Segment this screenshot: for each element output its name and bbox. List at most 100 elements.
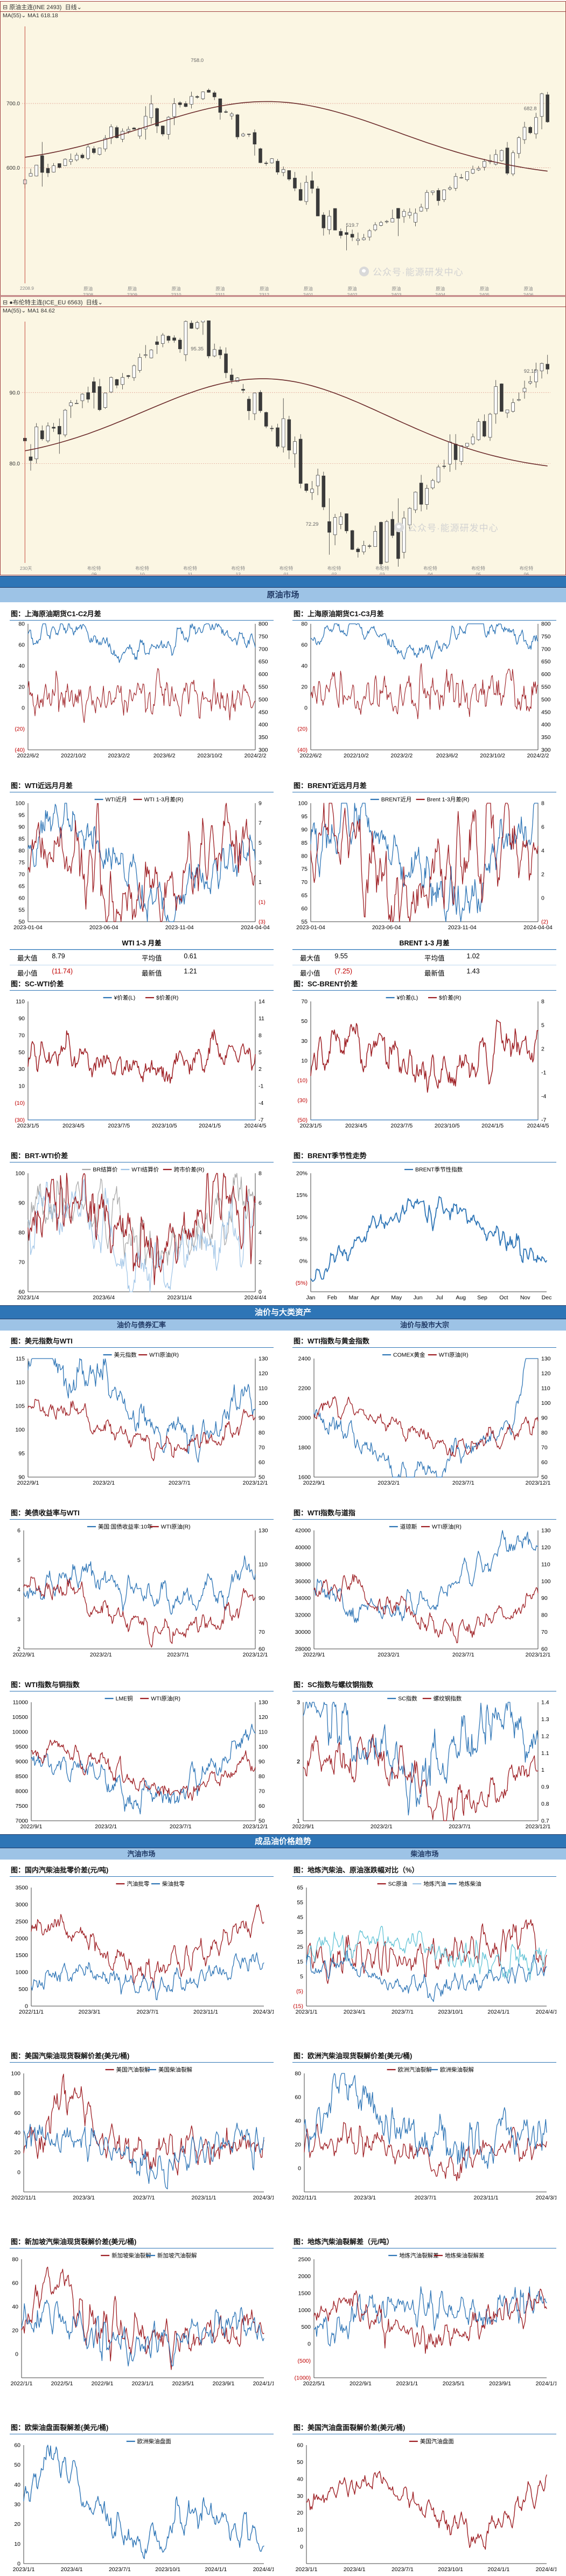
svg-text:70: 70	[258, 1629, 265, 1635]
svg-text:20: 20	[297, 2510, 303, 2516]
svg-text:80: 80	[14, 2090, 20, 2097]
svg-text:34000: 34000	[295, 1595, 311, 1602]
svg-text:2023/1/5: 2023/1/5	[17, 1123, 39, 1129]
svg-text:30: 30	[297, 2493, 303, 2500]
svg-text:15: 15	[297, 1959, 303, 1965]
svg-text:100: 100	[11, 2071, 20, 2077]
svg-text:50: 50	[301, 1018, 308, 1025]
svg-text:2023/2/2: 2023/2/2	[390, 753, 413, 759]
svg-text:美国汽油裂解: 美国汽油裂解	[116, 2066, 150, 2073]
svg-text:LME铜: LME铜	[116, 1696, 133, 1702]
svg-text:10000: 10000	[12, 1729, 28, 1736]
svg-text:0: 0	[22, 705, 25, 712]
svg-text:2023-06-04: 2023-06-04	[372, 924, 401, 931]
svg-text:2023-01-04: 2023-01-04	[296, 924, 325, 931]
svg-text:600: 600	[258, 671, 268, 678]
svg-text:BRENT近月: BRENT近月	[381, 796, 412, 803]
svg-text:8: 8	[541, 800, 544, 807]
svg-text:美元指数: 美元指数	[114, 1352, 137, 1359]
svg-text:120: 120	[541, 1544, 551, 1551]
svg-text:20: 20	[14, 2149, 20, 2156]
svg-text:95: 95	[18, 1451, 25, 1457]
svg-text:新加坡柴油裂解: 新加坡柴油裂解	[111, 2252, 151, 2259]
svg-text:800: 800	[258, 621, 268, 628]
svg-text:5: 5	[258, 1049, 262, 1056]
svg-text:2023/1/5: 2023/1/5	[300, 1123, 322, 1129]
svg-text:2200: 2200	[298, 1386, 311, 1392]
svg-text:55: 55	[297, 1899, 303, 1906]
svg-text:2023/10/5: 2023/10/5	[152, 1123, 177, 1129]
svg-text:0: 0	[17, 2169, 20, 2176]
svg-text:2023/11/4: 2023/11/4	[167, 1294, 192, 1301]
svg-text:105: 105	[15, 1403, 25, 1410]
svg-text:92.18: 92.18	[524, 368, 537, 374]
svg-text:0: 0	[308, 2341, 311, 2348]
svg-text:350: 350	[258, 734, 268, 741]
svg-text:2023/7/1: 2023/7/1	[170, 1823, 192, 1830]
svg-text:1000: 1000	[16, 1969, 29, 1976]
svg-text:(20): (20)	[15, 726, 25, 733]
svg-text:汽油批零: 汽油批零	[127, 1881, 149, 1888]
svg-text:682.8: 682.8	[524, 106, 537, 112]
svg-text:¥价差(L): ¥价差(L)	[396, 994, 418, 1001]
svg-text:10: 10	[14, 2541, 20, 2547]
svg-text:2023/1/1: 2023/1/1	[296, 2566, 318, 2573]
svg-text:50: 50	[297, 2459, 303, 2466]
svg-text:500: 500	[258, 697, 268, 703]
svg-text:1.2: 1.2	[541, 1733, 549, 1739]
svg-text:10: 10	[18, 1083, 25, 1090]
svg-text:8: 8	[541, 999, 544, 1005]
svg-text:4: 4	[17, 1587, 20, 1593]
svg-text:2024/1/1: 2024/1/1	[536, 2380, 556, 2387]
svg-text:-4: -4	[258, 1100, 263, 1106]
svg-text:750: 750	[258, 633, 268, 640]
svg-text:美国柴油裂解: 美国柴油裂解	[158, 2066, 192, 2073]
svg-text:$价差(R): $价差(R)	[156, 994, 178, 1001]
svg-text:65: 65	[301, 893, 308, 899]
svg-text:BR结算价: BR结算价	[93, 1166, 118, 1173]
svg-text:2022/5/1: 2022/5/1	[51, 2380, 73, 2387]
svg-text:(1): (1)	[258, 899, 265, 906]
svg-text:100: 100	[298, 800, 308, 807]
svg-text:80: 80	[258, 1773, 265, 1780]
svg-text:100: 100	[258, 1744, 268, 1750]
svg-text:550: 550	[541, 684, 551, 691]
svg-text:30: 30	[301, 1038, 308, 1045]
svg-text:WTI原油(R): WTI原油(R)	[149, 1352, 179, 1359]
svg-text:2024/4/5: 2024/4/5	[244, 1123, 267, 1129]
svg-text:Jul: Jul	[436, 1294, 443, 1301]
svg-text:60: 60	[14, 2110, 20, 2117]
svg-text:32000: 32000	[295, 1612, 311, 1619]
svg-text:2023/6/4: 2023/6/4	[93, 1294, 115, 1301]
svg-text:2023/2/1: 2023/2/1	[95, 1823, 117, 1830]
svg-text:100: 100	[258, 1400, 268, 1407]
svg-text:100: 100	[541, 1578, 551, 1585]
svg-text:2024/4/1: 2024/4/1	[536, 2566, 556, 2573]
svg-text:80: 80	[12, 2257, 18, 2263]
svg-text:60: 60	[301, 906, 308, 912]
svg-text:2023/6/2: 2023/6/2	[436, 753, 458, 759]
svg-text:6: 6	[17, 1528, 20, 1534]
svg-text:2023/4/1: 2023/4/1	[344, 2009, 366, 2015]
svg-text:600.0: 600.0	[6, 165, 20, 171]
svg-text:(500): (500)	[297, 2358, 311, 2364]
svg-text:500: 500	[301, 2324, 311, 2330]
svg-text:2022/9/1: 2022/9/1	[292, 1823, 315, 1830]
svg-text:2023-06-04: 2023-06-04	[89, 924, 118, 931]
svg-text:2022/11/1: 2022/11/1	[19, 2009, 44, 2015]
svg-text:3500: 3500	[16, 1885, 29, 1891]
svg-text:2024/3/1: 2024/3/1	[253, 2009, 274, 2015]
svg-text:2022/9/1: 2022/9/1	[350, 2380, 372, 2387]
svg-text:2023/7/1: 2023/7/1	[449, 1823, 471, 1830]
svg-text:2023/7/1: 2023/7/1	[452, 1652, 474, 1658]
svg-text:85: 85	[301, 840, 308, 846]
svg-text:6: 6	[541, 824, 544, 831]
svg-text:95: 95	[18, 812, 25, 819]
svg-text:2024/1/1: 2024/1/1	[205, 2566, 227, 2573]
svg-text:2022/9/1: 2022/9/1	[13, 1652, 35, 1658]
svg-text:2023/2/1: 2023/2/1	[378, 1480, 400, 1486]
svg-text:2023/3/1: 2023/3/1	[73, 2195, 95, 2201]
svg-text:SC指数: SC指数	[398, 1695, 417, 1702]
svg-text:2023/11/1: 2023/11/1	[474, 2195, 499, 2201]
svg-text:110: 110	[16, 1380, 25, 1386]
